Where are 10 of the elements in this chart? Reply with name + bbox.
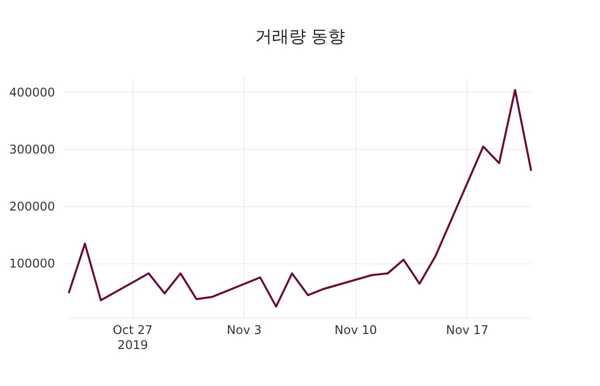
chart-title: 거래량 동향 — [254, 27, 346, 47]
line-series — [68, 89, 532, 308]
y-tick-label: 400000 — [9, 85, 55, 100]
x-tick-label: Oct 27 2019 — [112, 323, 153, 352]
x-tick-label: Nov 3 — [226, 323, 262, 337]
y-tick-label: 300000 — [9, 142, 55, 156]
x-tick-label: Nov 10 — [334, 323, 378, 337]
x-tick-label: Nov 17 — [446, 323, 489, 337]
y-tick-label: 100000 — [9, 256, 55, 271]
y-tick-label: 200000 — [9, 200, 55, 214]
